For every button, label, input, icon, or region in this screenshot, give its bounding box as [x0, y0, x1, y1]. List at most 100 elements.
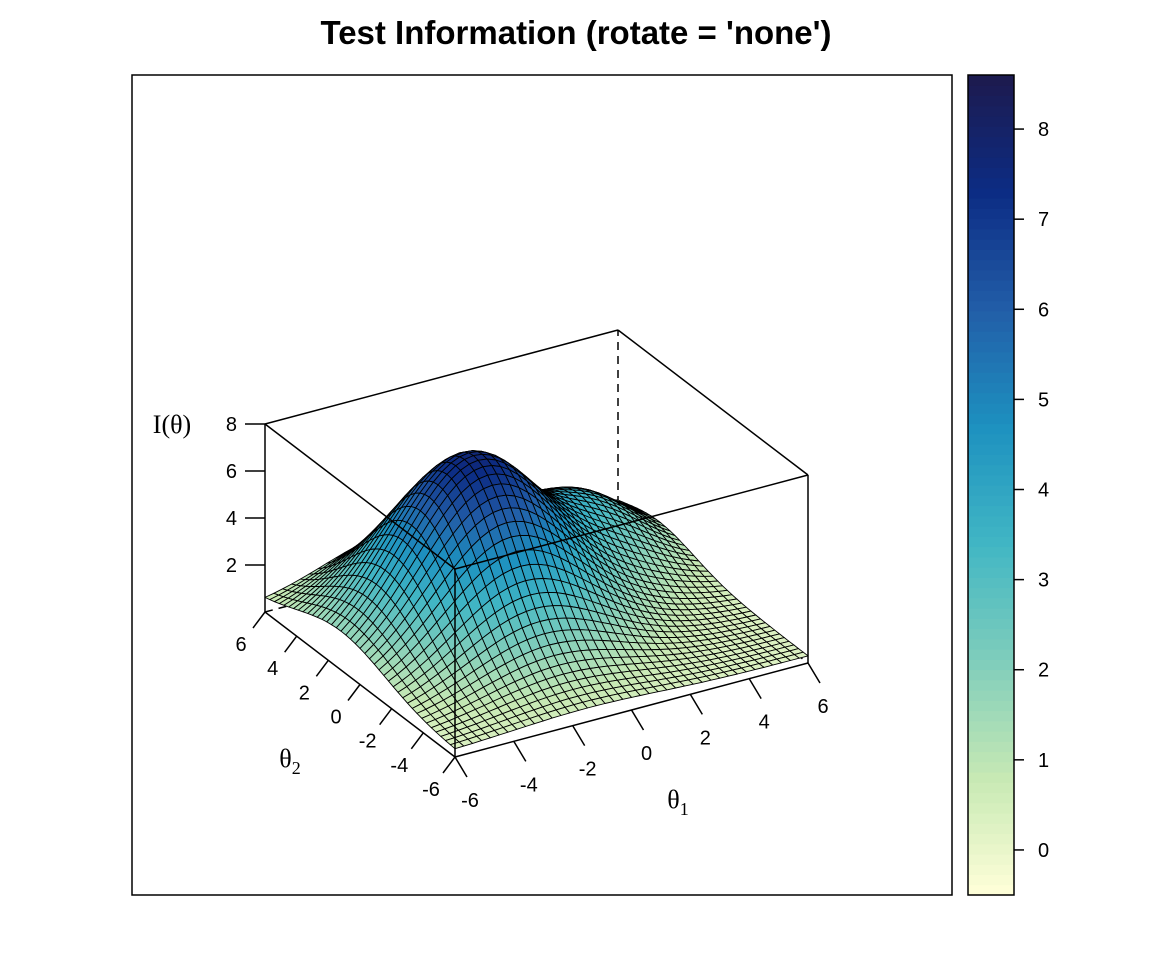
- theta2-tick-label: -4: [390, 755, 408, 777]
- colorbar-segment: [968, 526, 1014, 537]
- colorbar-segment: [968, 372, 1014, 384]
- colorbar-segment: [968, 751, 1014, 763]
- colorbar-segment: [968, 659, 1014, 671]
- colorbar-segment: [968, 218, 1014, 230]
- plot-frame: [131, 74, 953, 896]
- colorbar-segment: [968, 782, 1014, 794]
- theta2-tick-label: 6: [235, 634, 246, 656]
- colorbar-segment: [968, 382, 1014, 394]
- colorbar-segment: [968, 444, 1014, 455]
- colorbar-segment: [968, 700, 1014, 712]
- z-axis-label: I(θ): [153, 410, 191, 439]
- theta2-tick-label: 4: [267, 658, 278, 680]
- colorbar-tick-label: 5: [1038, 389, 1049, 411]
- colorbar-segment: [968, 126, 1014, 138]
- colorbar-segment: [968, 505, 1014, 517]
- theta1-tick-label: 6: [817, 696, 828, 718]
- colorbar-segment: [968, 649, 1014, 660]
- colorbar-segment: [968, 341, 1014, 353]
- colorbar-segment: [968, 249, 1014, 261]
- colorbar-segment: [968, 228, 1014, 240]
- theta1-tick-label: 0: [641, 743, 652, 765]
- colorbar-segment: [968, 85, 1014, 97]
- colorbar-segment: [968, 105, 1014, 117]
- colorbar-segment: [968, 116, 1014, 127]
- colorbar-tick-label: 7: [1038, 209, 1049, 231]
- colorbar-segment: [968, 239, 1014, 250]
- z-tick-label: 8: [226, 414, 237, 436]
- colorbar-segment: [968, 362, 1014, 373]
- colorbar-segment: [968, 772, 1014, 783]
- colorbar-segment: [968, 146, 1014, 158]
- colorbar-segment: [968, 597, 1014, 609]
- colorbar-segment: [968, 95, 1014, 107]
- theta1-tick-label: -6: [461, 790, 479, 812]
- theta2-tick-mark: [315, 659, 329, 677]
- theta2-tick-label: 0: [330, 707, 341, 729]
- theta1-tick-label: -2: [579, 759, 597, 781]
- colorbar-segment: [968, 628, 1014, 640]
- box-edge-top-front: [454, 474, 809, 570]
- colorbar-segment: [968, 813, 1014, 824]
- colorbar-segment: [968, 546, 1014, 558]
- colorbar-segment: [968, 331, 1014, 343]
- colorbar-segment: [968, 177, 1014, 189]
- theta1-tick-mark: [572, 725, 586, 747]
- colorbar-segment: [968, 321, 1014, 332]
- colorbar-segment: [968, 638, 1014, 650]
- box-edge-top-right: [617, 329, 809, 476]
- theta2-tick-mark: [379, 708, 393, 726]
- box-edge-top-left: [264, 423, 456, 570]
- colorbar-segment: [968, 669, 1014, 681]
- colorbar-segment: [968, 300, 1014, 312]
- colorbar-segment: [968, 485, 1014, 496]
- colorbar-segment: [968, 731, 1014, 742]
- colorbar-segment: [968, 290, 1014, 302]
- theta2-tick-label: 2: [299, 682, 310, 704]
- theta1-tick-label: -4: [520, 774, 538, 796]
- z-tick-label: 2: [226, 555, 237, 577]
- colorbar-tick-label: 6: [1038, 299, 1049, 321]
- theta1-tick-mark: [630, 709, 645, 731]
- colorbar-segment: [968, 556, 1014, 568]
- colorbar-segment: [968, 310, 1014, 322]
- theta2-tick-label: -2: [359, 731, 377, 753]
- colorbar-segment: [968, 587, 1014, 599]
- colorbar-segment: [968, 720, 1014, 732]
- colorbar-segment: [968, 792, 1014, 804]
- colorbar-segment: [968, 536, 1014, 548]
- colorbar-segment: [968, 403, 1014, 414]
- theta1-tick-mark: [689, 693, 703, 715]
- theta2-tick-mark: [347, 684, 361, 701]
- colorbar-segment: [968, 157, 1014, 168]
- colorbar-segment: [968, 208, 1014, 220]
- colorbar-segment: [968, 515, 1014, 527]
- colorbar-segment: [968, 843, 1014, 855]
- theta1-axis-label: θ1: [667, 785, 688, 819]
- colorbar-segment: [968, 741, 1014, 753]
- colorbar-segment: [968, 259, 1014, 271]
- colorbar-segment: [968, 474, 1014, 486]
- colorbar-segment: [968, 495, 1014, 507]
- colorbar-segment: [968, 269, 1014, 281]
- colorbar: 0 1 2 3 4 5 6 7 8: [967, 74, 1049, 896]
- colorbar-segment: [968, 413, 1014, 425]
- theta1-tick-mark: [748, 678, 762, 700]
- theta2-tick-label: -6: [422, 779, 440, 801]
- colorbar-tick-label: 8: [1038, 119, 1049, 141]
- colorbar-tick-label: 2: [1038, 660, 1049, 682]
- theta2-tick-mark: [442, 756, 456, 774]
- colorbar-frame: [967, 74, 1015, 896]
- colorbar-tick-label: 4: [1038, 480, 1049, 502]
- colorbar-segment: [968, 167, 1014, 179]
- theta1-tick-label: 2: [700, 727, 711, 749]
- box-edge-top-back: [264, 329, 619, 425]
- theta1-tick-mark: [454, 756, 468, 778]
- colorbar-segment: [968, 351, 1014, 363]
- theta1-tick-label: 4: [759, 712, 770, 734]
- colorbar-segment: [968, 823, 1014, 835]
- surface-facet: [449, 741, 465, 750]
- colorbar-segment: [968, 198, 1014, 209]
